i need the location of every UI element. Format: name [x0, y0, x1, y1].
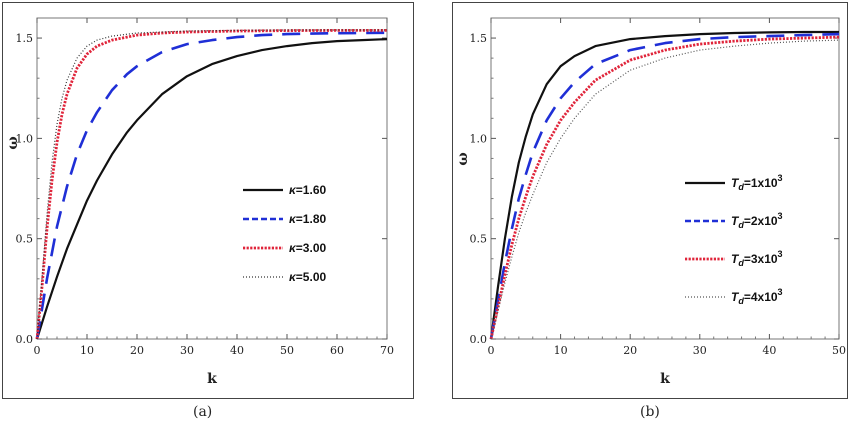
legend-label-1: Td=1x103 — [731, 173, 783, 192]
legend-label-1: κ=1.60 — [289, 183, 326, 197]
chart-panel-a: 0 10 20 30 40 50 60 70 0.0 0.5 1.0 1.5 k ω κ=1.60 κ=1.8… — [2, 2, 414, 399]
caption-a: (a) — [193, 404, 213, 420]
y-tick-label: 0.0 — [470, 333, 488, 346]
plot-frame — [36, 17, 388, 340]
x-tick-label: 40 — [230, 344, 244, 357]
y-tick-label: 1.5 — [470, 32, 488, 45]
y-tick-label: 0.0 — [16, 333, 34, 346]
x-tick-label: 0 — [488, 344, 495, 357]
series-line-1 — [35, 38, 388, 340]
plot-frame — [490, 17, 840, 340]
chart-a-svg: 0 10 20 30 40 50 60 70 0.0 0.5 1.0 1.5 k ω κ=1.60 κ=1.8… — [5, 17, 394, 387]
y-axis-label: ω — [455, 152, 471, 165]
chart-b-svg: 0 10 20 30 40 50 0.0 0.5 1.0 1.5 k ω Td=1x103 Td=2x10… — [455, 17, 846, 387]
y-tick-label: 0.5 — [16, 233, 34, 246]
x-tick-label: 50 — [832, 344, 846, 357]
x-tick-label: 60 — [330, 344, 344, 357]
x-tick-label: 50 — [280, 344, 294, 357]
x-axis-label: k — [660, 371, 670, 387]
x-tick-label: 30 — [693, 344, 707, 357]
x-tick-label: 10 — [554, 344, 568, 357]
series-line-3 — [35, 29, 387, 340]
series-line-3 — [489, 35, 840, 340]
caption-b: (b) — [640, 404, 660, 420]
series-line-1 — [489, 30, 839, 340]
x-tick-label: 10 — [80, 344, 94, 357]
series-line-2 — [35, 31, 388, 340]
y-axis-label: ω — [5, 136, 21, 149]
legend-label-2: κ=1.80 — [289, 212, 326, 226]
series-line-4 — [490, 39, 840, 340]
legend-label-3: Td=3x103 — [731, 249, 783, 268]
legend-label-4: κ=5.00 — [289, 270, 326, 284]
legend-label-2: Td=2x103 — [731, 211, 783, 230]
x-tick-label: 20 — [130, 344, 144, 357]
x-axis-label: k — [207, 371, 217, 387]
x-tick-label: 30 — [180, 344, 194, 357]
y-tick-label: 1.0 — [16, 132, 34, 145]
y-tick-label: 0.5 — [470, 233, 488, 246]
legend-label-3: κ=3.00 — [289, 241, 326, 255]
y-tick-label: 1.5 — [16, 32, 34, 45]
x-tick-label: 20 — [623, 344, 637, 357]
legend-label-4: Td=4x103 — [731, 287, 783, 306]
x-tick-label: 70 — [380, 344, 394, 357]
series-line-4 — [36, 29, 387, 340]
series-line-2 — [489, 32, 840, 340]
x-tick-label: 40 — [762, 344, 776, 357]
x-tick-label: 0 — [34, 344, 41, 357]
y-tick-label: 1.0 — [470, 132, 488, 145]
chart-panel-b: 0 10 20 30 40 50 0.0 0.5 1.0 1.5 k ω Td=1x103 Td=2x10… — [452, 2, 848, 399]
